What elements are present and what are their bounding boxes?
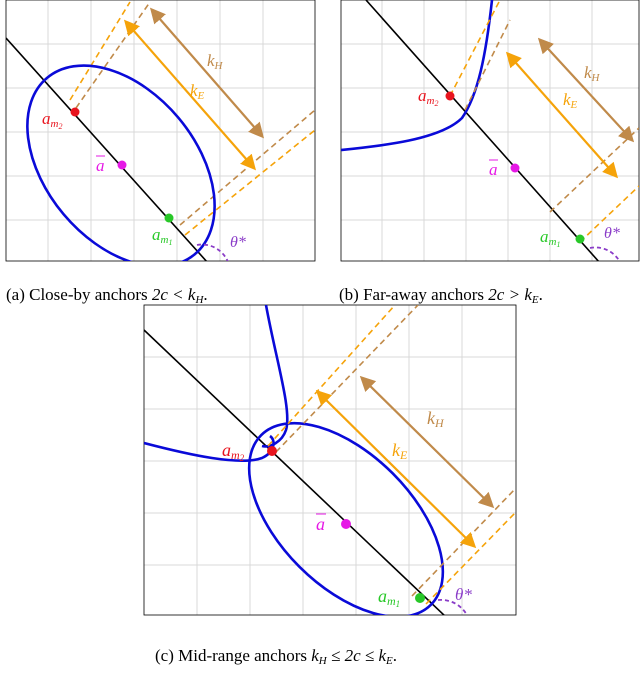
panel-c-am1-point <box>415 593 425 603</box>
panel-a-kH-arrow <box>149 7 265 139</box>
panel-c-am1-label: am1 <box>378 586 400 609</box>
panel-b-kH-label: kH <box>584 63 601 84</box>
panel-b-kE-arrow <box>505 51 619 179</box>
panel-b-am2-label: am2 <box>418 86 438 108</box>
panel-a: am2 a am1 kH kE θ* (a) Close-by anchors … <box>5 0 316 306</box>
panel-b-am1-point <box>575 234 585 244</box>
panel-c-hyperbola-left <box>144 434 275 463</box>
panel-c-kH-guide-upper <box>275 305 419 453</box>
panel-c-theta-arc <box>437 598 468 615</box>
panel-a-kE-arrow <box>123 19 257 171</box>
panel-a-kH-guide-upper <box>75 1 151 109</box>
panel-c-kE-guide-lower <box>425 511 516 605</box>
panel-b-theta-arc <box>589 246 621 261</box>
panel-b-abar-point <box>510 163 520 173</box>
panel-a-abar-label: a <box>96 156 105 175</box>
panel-a-anchor-line <box>6 37 208 261</box>
panel-b-kE-guide-upper <box>449 0 501 97</box>
panel-c-caption: (c) Mid-range anchors kH ≤ 2c ≤ kE. <box>155 646 397 667</box>
panel-b-kE-guide-lower <box>579 185 639 243</box>
panel-b-kH-guide-upper <box>464 19 511 111</box>
panel-c-kE-label: kE <box>392 440 408 462</box>
panel-a-frame <box>5 0 316 262</box>
panel-b-kE-label: kE <box>563 90 578 111</box>
panel-a-caption: (a) Close-by anchors 2c < kH. <box>6 285 208 306</box>
panel-b: am2 a am1 kH kE θ* (b) Far-away anchors … <box>339 0 640 306</box>
panel-a-am2-point <box>70 107 80 117</box>
panel-c-abar-label: a <box>316 514 325 534</box>
panel-c-kH-label: kH <box>427 408 445 430</box>
panel-b-hyperbola <box>341 0 494 152</box>
panel-b-am1-label: am1 <box>540 227 560 249</box>
panel-c-am2-point <box>267 446 277 456</box>
panel-a-abar-point <box>117 160 127 170</box>
panel-b-am2-point <box>445 91 455 101</box>
panel-c-grid <box>144 305 516 615</box>
panel-c-am2-label: am2 <box>222 440 245 463</box>
panel-a-grid <box>6 0 315 261</box>
panel-a-am1-point <box>164 213 174 223</box>
panel-b-abar-label: a <box>489 160 498 179</box>
panel-a-kH-guide-lower <box>179 109 315 226</box>
panel-c-frame <box>143 304 517 616</box>
panel-b-grid <box>341 0 639 261</box>
panel-a-kE-guide-lower <box>184 129 315 236</box>
panel-a-kH-label: kH <box>207 51 224 72</box>
panel-b-caption: (b) Far-away anchors 2c > kE. <box>339 285 543 306</box>
panel-c-theta-label: θ* <box>455 585 472 604</box>
panel-b-kH-arrow <box>537 37 635 143</box>
panel-a-am1-label: am1 <box>152 225 172 247</box>
panel-c-kH-guide-lower <box>411 487 516 597</box>
panel-c-kE-guide-upper <box>267 305 396 447</box>
panel-b-anchor-line <box>365 0 600 261</box>
panel-a-theta-label: θ* <box>230 234 246 251</box>
panel-a-kE-label: kE <box>190 81 205 102</box>
panel-a-am2-label: am2 <box>42 109 62 131</box>
panel-c-kH-arrow <box>359 375 495 509</box>
panel-c-abar-point <box>341 519 351 529</box>
panel-b-frame <box>340 0 640 262</box>
panel-c-anchor-line <box>144 329 446 615</box>
panel-c-kE-arrow <box>315 389 477 549</box>
panel-a-theta-arc <box>196 243 229 261</box>
panel-a-kE-guide-upper <box>69 1 131 101</box>
panel-c: am2 a am1 kH kE θ* (c) Mid-range anchors… <box>143 304 517 667</box>
panel-b-theta-label: θ* <box>604 225 620 242</box>
